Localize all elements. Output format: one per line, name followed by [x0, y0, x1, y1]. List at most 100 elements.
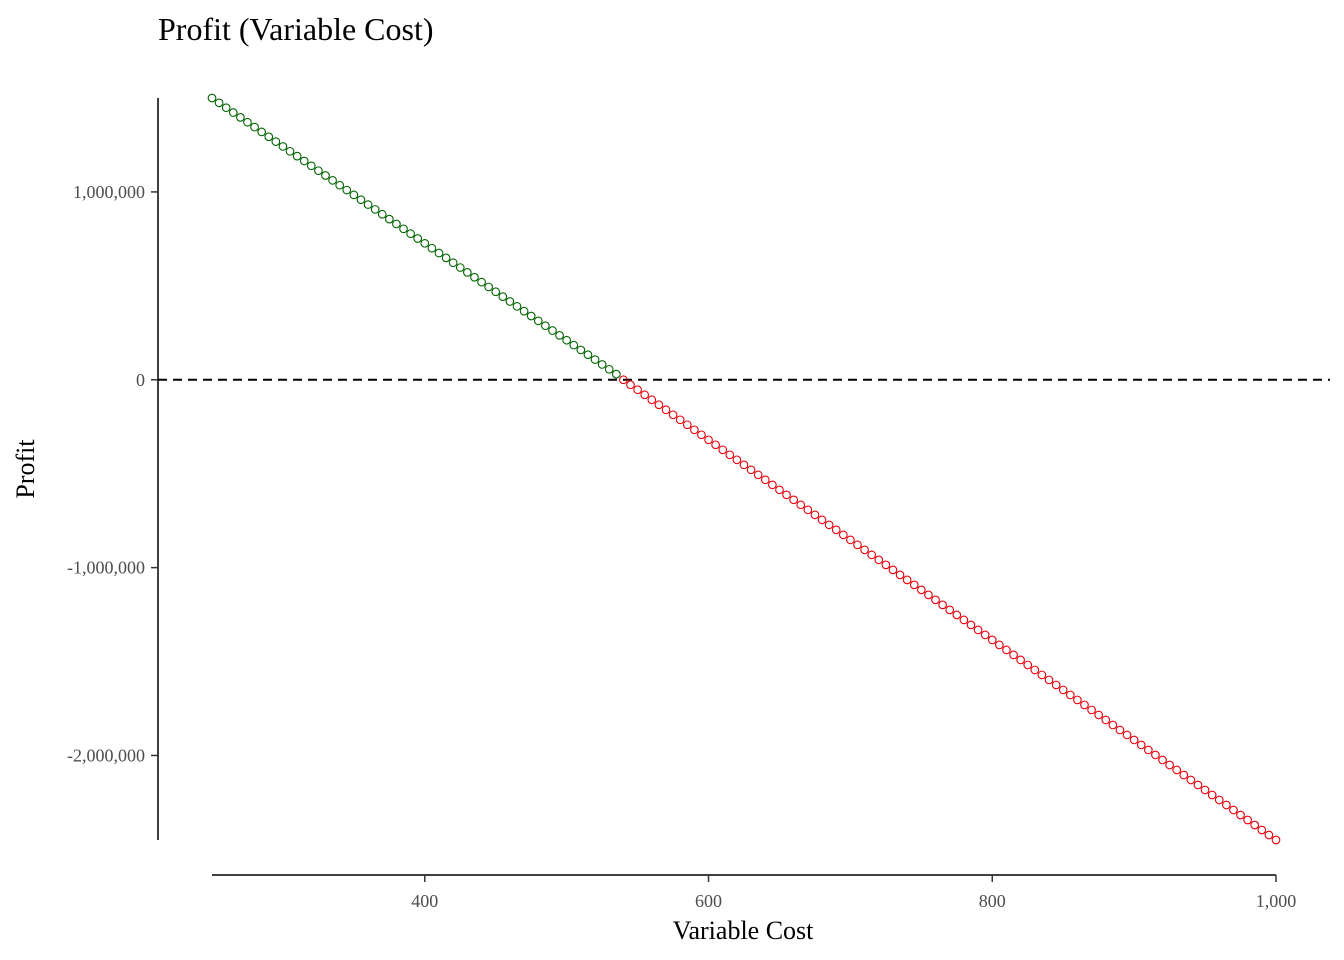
data-point: [562, 335, 572, 345]
data-point: [264, 132, 274, 142]
data-point: [987, 635, 997, 645]
data-point: [860, 545, 869, 555]
data-point: [924, 590, 933, 600]
data-point: [782, 490, 791, 500]
data-point: [441, 253, 451, 263]
y-ticks: 1,000,000 0 -1,000,000 -2,000,000: [67, 182, 158, 765]
y-tick-label: -2,000,000: [67, 745, 145, 765]
data-point: [626, 380, 635, 390]
data-point: [236, 113, 245, 122]
data-point: [463, 268, 472, 277]
data-point: [1158, 755, 1167, 765]
data-point: [519, 306, 529, 316]
data-point: [257, 127, 267, 137]
data-point: [455, 263, 465, 272]
data-point: [526, 311, 536, 321]
x-tick-label: 800: [979, 891, 1006, 911]
data-point: [768, 480, 777, 490]
data-point: [959, 615, 969, 625]
data-point: [597, 360, 607, 369]
data-point: [796, 500, 806, 510]
data-point: [1236, 810, 1245, 820]
data-point: [725, 450, 735, 460]
data-point: [1129, 735, 1139, 745]
data-point: [775, 485, 784, 495]
data-point: [753, 470, 763, 480]
data-point: [1136, 740, 1146, 750]
data-point: [1200, 785, 1210, 795]
data-point: [1058, 685, 1068, 695]
data-point: [846, 535, 855, 545]
data-point: [895, 570, 905, 580]
data-point: [647, 395, 657, 405]
data-point: [1186, 775, 1196, 785]
data-point: [611, 369, 621, 379]
data-point: [228, 108, 238, 117]
data-point: [1016, 655, 1025, 665]
data-point: [619, 375, 628, 385]
data-point: [392, 219, 401, 229]
data-point: [328, 176, 337, 185]
data-point: [207, 93, 217, 103]
data-point: [271, 137, 281, 146]
data-point: [1115, 725, 1125, 735]
data-point: [945, 605, 955, 615]
data-point: [406, 229, 415, 238]
x-tick-label: 1,000: [1256, 891, 1297, 911]
data-point: [1214, 795, 1224, 805]
data-point: [697, 430, 706, 440]
data-point: [640, 390, 650, 400]
data-point: [285, 146, 295, 156]
data-point: [824, 520, 834, 530]
data-point: [739, 460, 749, 470]
data-point: [902, 575, 912, 585]
y-tick-label: 0: [136, 370, 145, 390]
data-point: [1073, 695, 1082, 705]
data-point: [952, 610, 962, 620]
data-point: [1165, 760, 1174, 770]
data-point: [548, 326, 557, 335]
data-point: [1101, 715, 1111, 725]
data-point: [888, 565, 898, 575]
data-point: [1030, 665, 1040, 675]
x-tick-label: 600: [695, 891, 722, 911]
data-point: [931, 595, 940, 605]
data-point: [278, 142, 288, 151]
x-ticks: 400 600 800 1,000: [411, 875, 1296, 911]
data-point: [484, 282, 493, 292]
data-point: [576, 345, 586, 355]
data-point: [831, 525, 841, 535]
data-point: [1108, 720, 1118, 730]
data-point: [867, 550, 877, 560]
data-point: [966, 620, 976, 630]
data-point: [1250, 820, 1260, 830]
data-point: [1009, 650, 1018, 660]
data-point: [420, 238, 430, 248]
data-point: [250, 122, 259, 132]
data-point: [533, 316, 543, 326]
data-point: [711, 440, 720, 450]
data-point: [1087, 705, 1096, 715]
y-tick-label: -1,000,000: [67, 558, 145, 578]
data-point: [718, 445, 728, 455]
data-point: [1271, 835, 1281, 845]
data-point: [1264, 830, 1274, 840]
data-point: [973, 625, 983, 635]
data-point: [505, 297, 515, 306]
data-point: [909, 580, 919, 590]
data-point: [789, 495, 799, 505]
x-axis: 400 600 800 1,000: [212, 874, 1296, 911]
data-point: [335, 180, 345, 190]
data-point: [427, 243, 437, 253]
data-point: [491, 287, 501, 297]
data-point: [803, 505, 813, 515]
data-point: [732, 455, 742, 465]
data-point: [661, 405, 671, 415]
data-point: [1172, 765, 1182, 775]
data-point: [760, 475, 770, 485]
data-point: [214, 98, 224, 108]
x-tick-label: 400: [411, 891, 438, 911]
data-point: [356, 195, 366, 205]
data-point: [512, 301, 522, 311]
data-point: [321, 171, 330, 180]
